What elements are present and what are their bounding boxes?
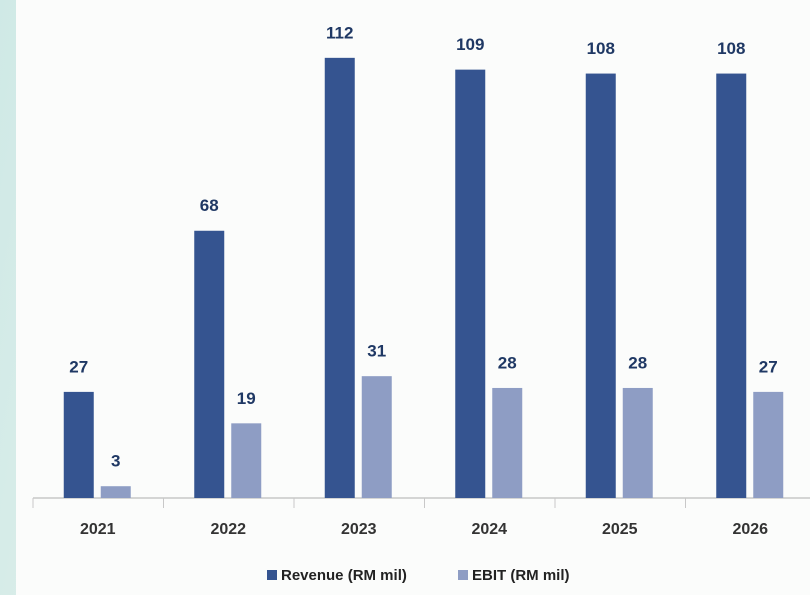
bar <box>324 57 355 499</box>
bar <box>231 423 262 498</box>
legend-label: Revenue (RM mil) <box>281 567 407 584</box>
value-label: 108 <box>717 39 745 58</box>
value-label: 108 <box>587 39 615 58</box>
value-label: 68 <box>200 196 219 215</box>
bar <box>622 387 653 498</box>
x-tick-label: 2021 <box>80 521 116 538</box>
value-label: 31 <box>367 342 386 361</box>
bar <box>361 376 392 498</box>
bar <box>585 73 616 498</box>
value-label: 27 <box>759 357 778 376</box>
value-label: 112 <box>326 23 353 42</box>
bar <box>63 391 94 498</box>
value-label: 28 <box>498 353 517 372</box>
value-label: 19 <box>237 389 256 408</box>
x-tick-label: 2022 <box>210 521 246 538</box>
value-label: 3 <box>111 452 120 471</box>
bar <box>455 69 486 498</box>
legend-label: EBIT (RM mil) <box>472 567 570 584</box>
bar <box>753 391 784 498</box>
x-tick-label: 2024 <box>471 521 507 538</box>
x-tick-label: 2025 <box>602 521 638 538</box>
value-label: 109 <box>456 35 484 54</box>
bar <box>492 387 523 498</box>
bar <box>716 73 747 498</box>
value-label: 27 <box>69 357 88 376</box>
bar <box>194 230 225 498</box>
plot-panel <box>16 0 810 595</box>
x-tick-label: 2026 <box>732 521 768 538</box>
value-label: 28 <box>628 353 647 372</box>
legend-swatch <box>267 570 277 580</box>
legend-swatch <box>458 570 468 580</box>
x-tick-label: 2023 <box>341 521 377 538</box>
bar <box>100 486 131 498</box>
